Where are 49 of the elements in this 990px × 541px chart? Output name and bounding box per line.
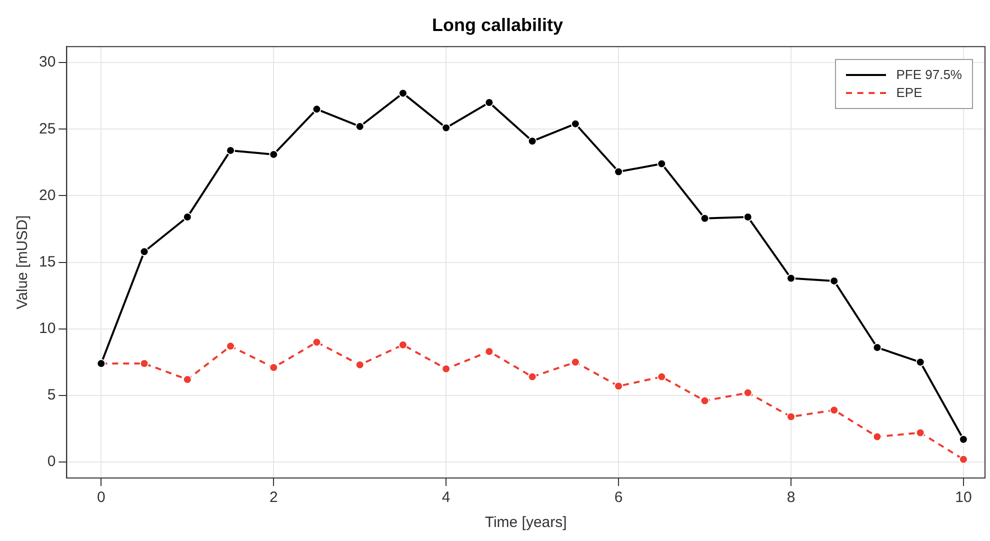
point [916,428,925,438]
point [312,338,322,347]
point [528,136,537,146]
point [743,388,752,398]
point [226,342,236,351]
point [398,88,408,98]
point [528,372,537,382]
x-tick-label: 8 [786,489,796,506]
point [872,432,882,442]
y-tick-label: 15 [38,253,56,270]
point [442,364,451,374]
x-tick-label: 6 [614,489,623,506]
point [614,382,624,391]
y-axis-title: Value [mUSD] [14,215,32,310]
point [269,362,278,372]
point [830,406,839,415]
x-tick-label: 2 [269,489,278,506]
point [700,214,710,223]
chart-title: Long callability [432,14,564,35]
y-tick-label: 5 [47,386,56,404]
point [614,167,624,176]
point [570,358,580,367]
point [140,247,149,256]
point [958,434,968,444]
point [355,360,364,370]
point [958,454,968,464]
point [269,150,278,159]
point [700,396,710,406]
x-tick-label: 4 [442,489,450,506]
point [786,412,796,422]
point [484,98,494,108]
point [657,372,666,382]
y-tick-label: 0 [47,453,56,470]
y-tick-label: 30 [38,54,56,71]
legend-label: EPE [896,84,922,102]
x-tick-label: 0 [97,489,106,506]
y-tick-label: 20 [38,186,56,204]
legend-label: PFE 97.5% [896,66,962,84]
point [743,212,752,222]
y-tick-label: 10 [38,320,56,338]
x-axis-title: Time [years] [484,514,567,532]
point [312,104,322,114]
point [916,358,925,367]
x-tick-label: 10 [955,489,972,506]
point [442,123,451,132]
point [657,159,666,168]
y-tick-label: 25 [38,120,56,138]
point [570,119,580,128]
point [398,340,408,350]
